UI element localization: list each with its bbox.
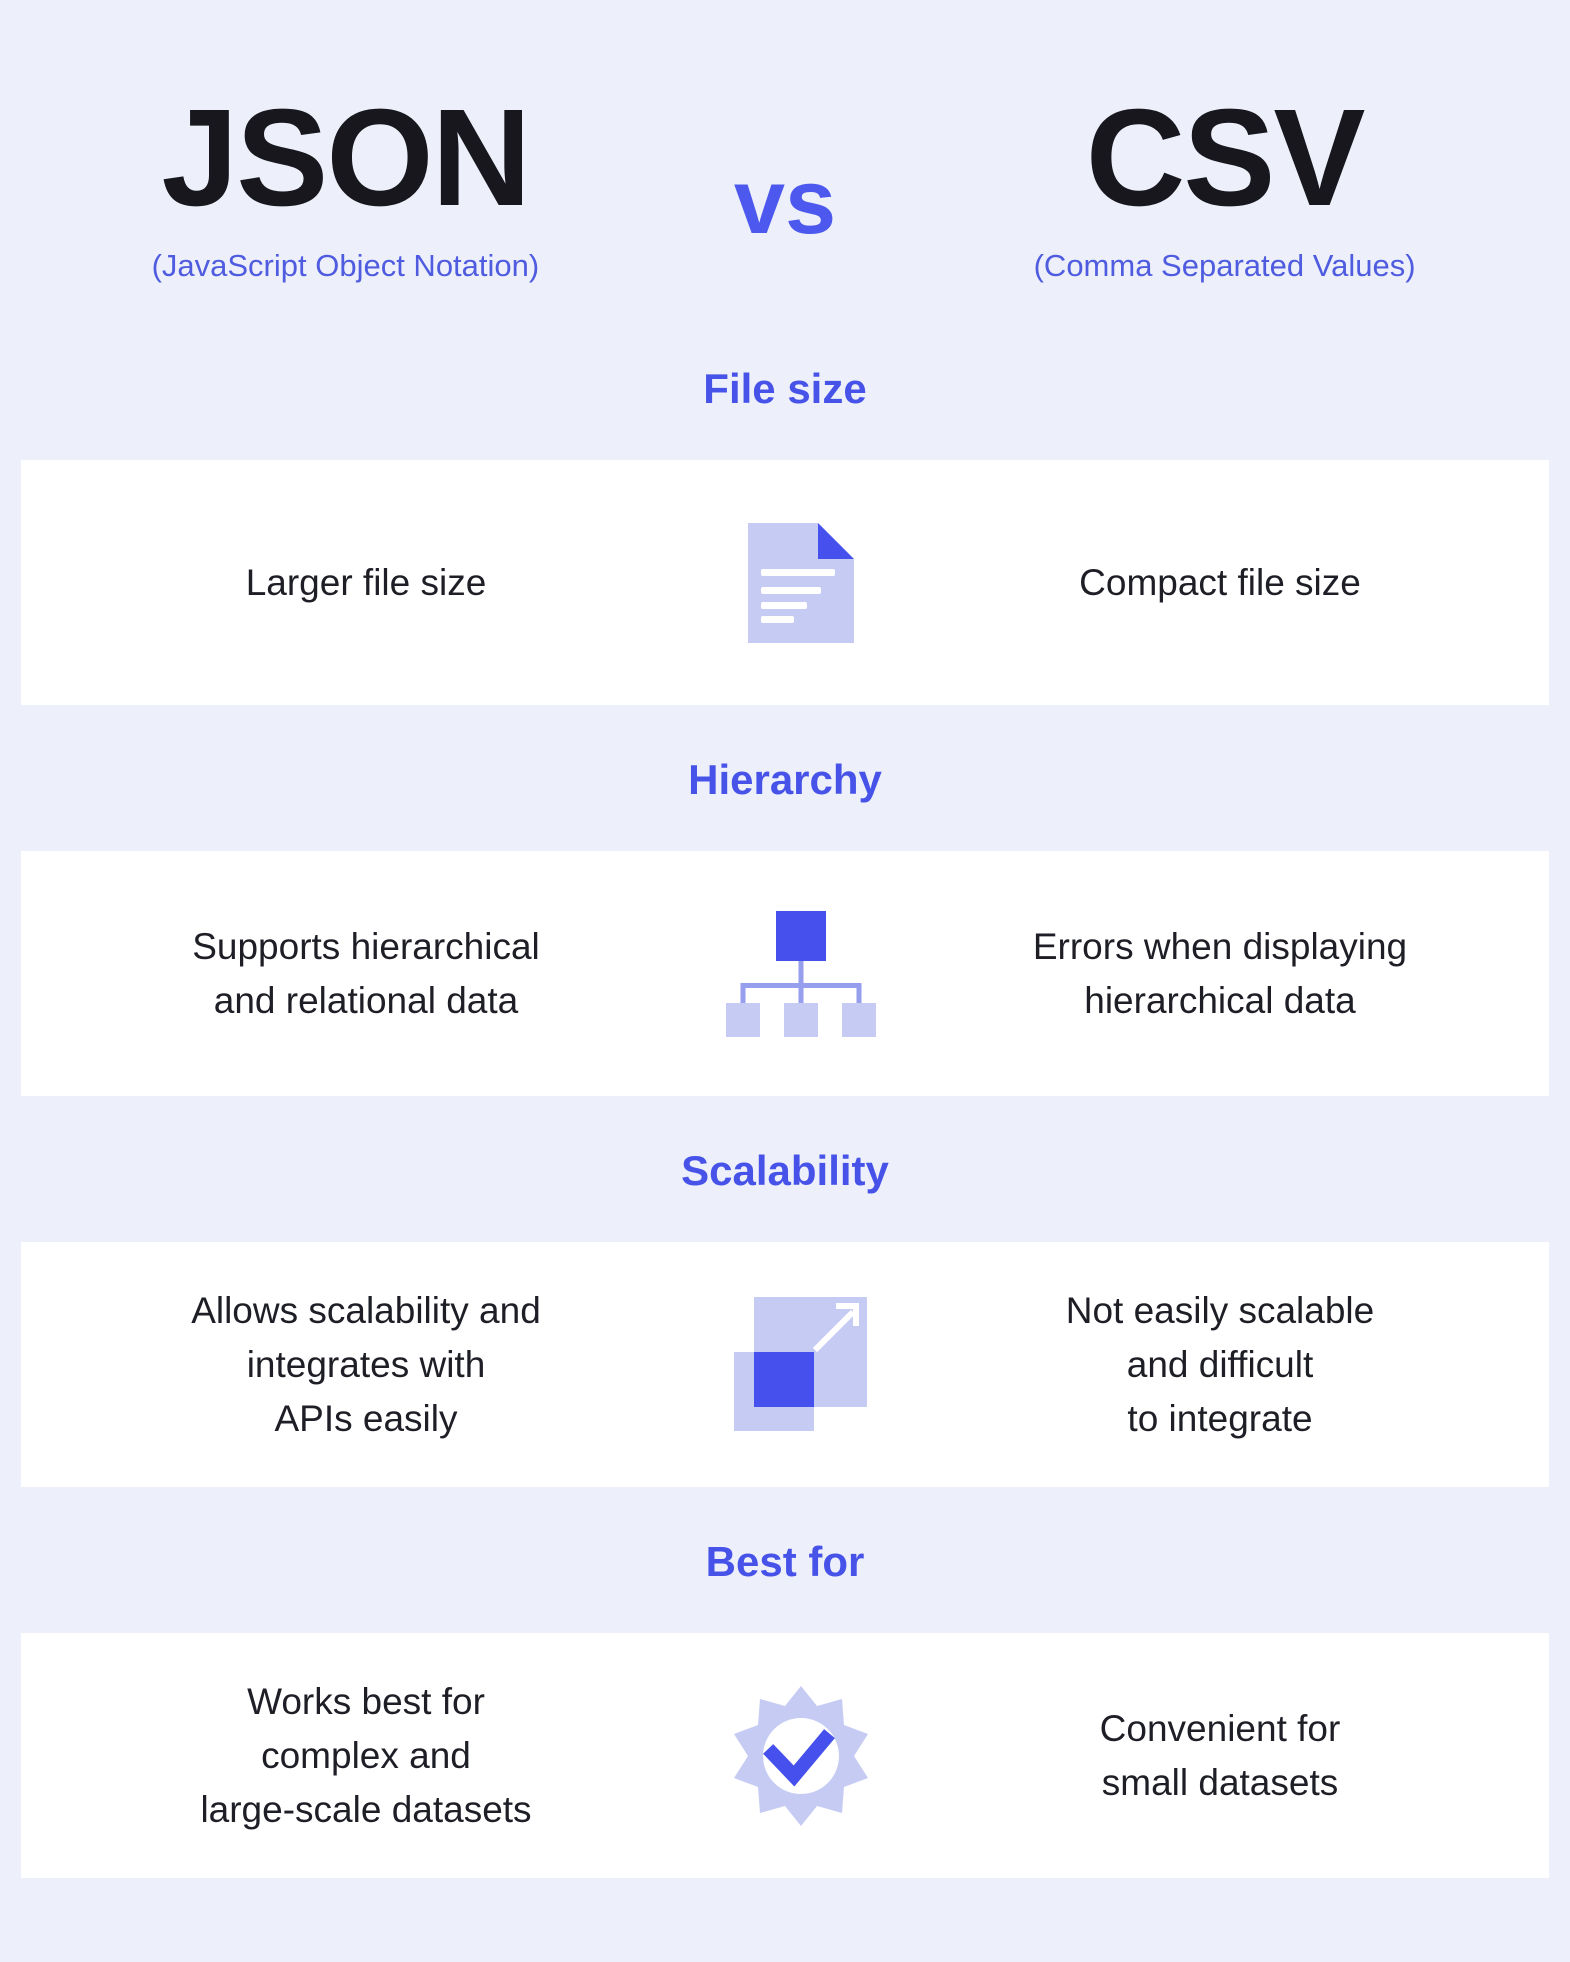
section-title: Best for	[705, 1538, 865, 1586]
csv-point-line: Compact file size	[1079, 561, 1361, 603]
csv-point: Errors when displaying hierarchical data	[891, 920, 1549, 1028]
csv-point-line: Errors when displaying	[1032, 925, 1408, 967]
json-point: Larger file size	[21, 556, 711, 610]
badge-check-icon	[711, 1685, 891, 1826]
json-point-line: APIs easily	[274, 1397, 458, 1439]
csv-point-line: hierarchical data	[1084, 979, 1356, 1021]
json-point-line: Works best for	[247, 1680, 485, 1722]
csv-point-line: small datasets	[1101, 1761, 1339, 1803]
json-point-line: Allows scalability and	[191, 1289, 541, 1331]
json-point: Allows scalability and integrates with A…	[21, 1284, 711, 1446]
csv-point-line: Convenient for	[1099, 1707, 1341, 1749]
comparison-card: Supports hierarchical and relational dat…	[21, 851, 1549, 1097]
csv-point-line: Not easily scalable	[1065, 1289, 1375, 1331]
csv-title: CSV	[1085, 81, 1366, 235]
csv-heading-block: CSV (Comma Separated Values)	[879, 86, 1570, 284]
csv-point-line: to integrate	[1127, 1397, 1313, 1439]
header: JSON (JavaScript Object Notation) vs CSV…	[0, 0, 1570, 284]
json-point-line: Supports hierarchical	[192, 925, 540, 967]
csv-point: Convenient for small datasets	[891, 1702, 1549, 1810]
section-scalability: Scalability Allows scalability and integ…	[0, 1146, 1570, 1488]
json-heading-block: JSON (JavaScript Object Notation)	[0, 86, 691, 284]
section-best-for: Best for Works best for complex and larg…	[0, 1537, 1570, 1879]
json-point-line: integrates with	[246, 1343, 486, 1385]
section-title: Scalability	[681, 1147, 889, 1195]
csv-point-line: and difficult	[1126, 1343, 1314, 1385]
json-subtitle: (JavaScript Object Notation)	[151, 247, 540, 283]
scale-up-icon	[711, 1297, 891, 1432]
json-point: Works best for complex and large-scale d…	[21, 1675, 711, 1837]
csv-subtitle: (Comma Separated Values)	[1033, 247, 1416, 283]
csv-point: Not easily scalable and difficult to int…	[891, 1284, 1549, 1446]
vs-label: vs	[733, 151, 837, 253]
comparison-card: Larger file size Compact file size	[21, 460, 1549, 706]
json-point: Supports hierarchical and relational dat…	[21, 920, 711, 1028]
comparison-card: Works best for complex and large-scale d…	[21, 1633, 1549, 1879]
section-title: Hierarchy	[688, 756, 882, 804]
section-file-size: File size Larger file size Compact file …	[0, 364, 1570, 706]
json-point-line: complex and	[261, 1734, 471, 1776]
section-title: File size	[703, 365, 867, 413]
json-point-line: Larger file size	[245, 561, 487, 603]
section-hierarchy: Hierarchy Supports hierarchical and rela…	[0, 755, 1570, 1097]
hierarchy-icon	[711, 910, 891, 1037]
json-point-line: and relational data	[213, 979, 519, 1021]
json-point-line: large-scale datasets	[200, 1788, 532, 1830]
csv-point: Compact file size	[891, 556, 1549, 610]
json-title: JSON	[161, 81, 532, 235]
document-icon	[711, 522, 891, 643]
comparison-card: Allows scalability and integrates with A…	[21, 1242, 1549, 1488]
